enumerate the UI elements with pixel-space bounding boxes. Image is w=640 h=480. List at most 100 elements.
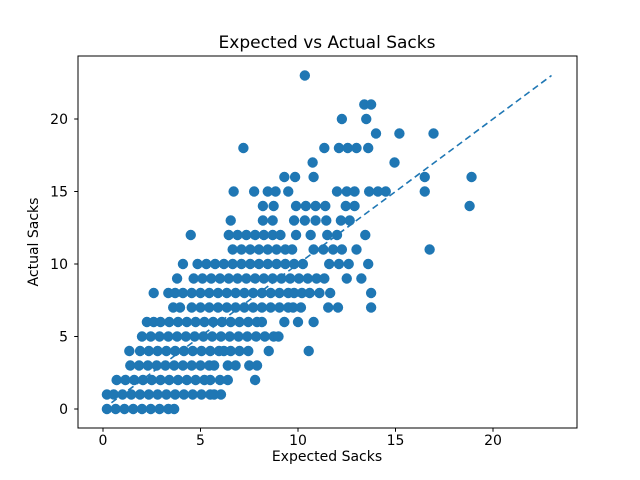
scatter-point	[257, 215, 269, 226]
scatter-point	[238, 142, 249, 154]
scatter-point	[232, 229, 243, 241]
scatter-point	[247, 302, 259, 313]
scatter-point	[212, 302, 224, 313]
scatter-point	[151, 360, 162, 371]
y-tick-label: 15	[50, 185, 68, 201]
y-axis-ticks: 0 5 10 15 20	[50, 112, 78, 418]
scatter-point	[180, 331, 192, 342]
scatter-point	[253, 258, 265, 270]
scatter-point	[177, 287, 189, 299]
scatter-point	[280, 258, 291, 270]
scatter-point	[389, 157, 400, 168]
scatter-point	[245, 258, 256, 270]
scatter-point	[222, 360, 233, 371]
scatter-point	[302, 273, 313, 284]
scatter-point	[125, 360, 136, 371]
scatter-point	[279, 316, 290, 328]
scatter-point	[275, 229, 286, 241]
scatter-point	[321, 215, 332, 226]
scatter-point	[134, 389, 146, 400]
scatter-point	[285, 273, 296, 284]
scatter-point	[128, 403, 139, 415]
scatter-point	[223, 229, 234, 241]
scatter-point	[262, 186, 273, 197]
scatter-point	[119, 403, 130, 415]
scatter-point	[273, 331, 284, 342]
scatter-point	[207, 331, 218, 342]
scatter-point	[336, 244, 348, 255]
scatter-point	[319, 273, 330, 284]
scatter-point	[204, 287, 215, 299]
scatter-point	[110, 403, 121, 415]
scatter-point	[243, 316, 254, 328]
identity-trendline	[102, 74, 552, 410]
scatter-point	[380, 186, 391, 197]
scatter-point	[154, 403, 165, 415]
scatter-point	[198, 331, 209, 342]
scatter-point	[327, 244, 339, 255]
scatter-point	[164, 374, 175, 386]
y-tick-label: 10	[50, 257, 68, 273]
scatter-point	[331, 186, 343, 197]
scatter-point	[349, 200, 360, 212]
scatter-point	[259, 331, 271, 342]
scatter-point	[256, 316, 268, 328]
scatter-point	[288, 215, 300, 226]
y-tick-label: 5	[59, 330, 68, 346]
scatter-point	[267, 273, 278, 284]
scatter-point	[258, 273, 270, 284]
scatter-point	[324, 258, 335, 270]
scatter-point	[161, 389, 172, 400]
scatter-point	[335, 215, 347, 226]
plot-frame	[77, 55, 578, 429]
scatter-point	[271, 244, 282, 255]
y-tick-label: 20	[50, 112, 68, 128]
scatter-point	[249, 273, 261, 284]
scatter-point	[274, 287, 285, 299]
scatter-point	[242, 331, 253, 342]
scatter-point	[304, 287, 315, 299]
scatter-point	[464, 200, 475, 212]
scatter-point	[419, 171, 430, 183]
scatter-point	[221, 287, 233, 299]
scatter-point	[308, 316, 319, 328]
scatter-point	[314, 287, 325, 299]
scatter-point	[394, 128, 405, 139]
scatter-point	[287, 302, 299, 313]
scatter-point	[171, 273, 183, 284]
scatter-point	[178, 389, 190, 400]
scatter-point	[225, 316, 236, 328]
scatter-point	[214, 273, 226, 284]
scatter-point	[136, 403, 148, 415]
scatter-point	[324, 287, 336, 299]
scatter-point	[247, 287, 259, 299]
scatter-point	[288, 258, 300, 270]
scatter-point	[224, 331, 235, 342]
scatter-point	[129, 374, 140, 386]
scatter-point	[241, 273, 252, 284]
scatter-point	[145, 403, 156, 415]
scatter-point	[239, 287, 250, 299]
scatter-point	[152, 345, 163, 357]
scatter-point	[196, 345, 207, 357]
scatter-point	[101, 403, 113, 415]
scatter-point	[343, 258, 354, 270]
scatter-point	[169, 389, 181, 400]
scatter-point	[152, 389, 163, 400]
chart-title: Expected vs Actual Sacks	[219, 33, 436, 53]
scatter-point	[195, 360, 206, 371]
scatter-point	[197, 273, 208, 284]
scatter-point	[196, 389, 207, 400]
scatter-point	[263, 345, 274, 357]
scatter-point	[333, 258, 345, 270]
scatter-point	[310, 200, 321, 212]
scatter-point	[134, 345, 146, 357]
scatter-point	[160, 360, 171, 371]
scatter-point	[145, 331, 156, 342]
scatter-point	[361, 113, 372, 125]
scatter-point	[276, 273, 287, 284]
scatter-point	[271, 258, 282, 270]
scatter-point	[419, 186, 430, 197]
scatter-point	[332, 302, 344, 313]
scatter-point	[265, 302, 276, 313]
